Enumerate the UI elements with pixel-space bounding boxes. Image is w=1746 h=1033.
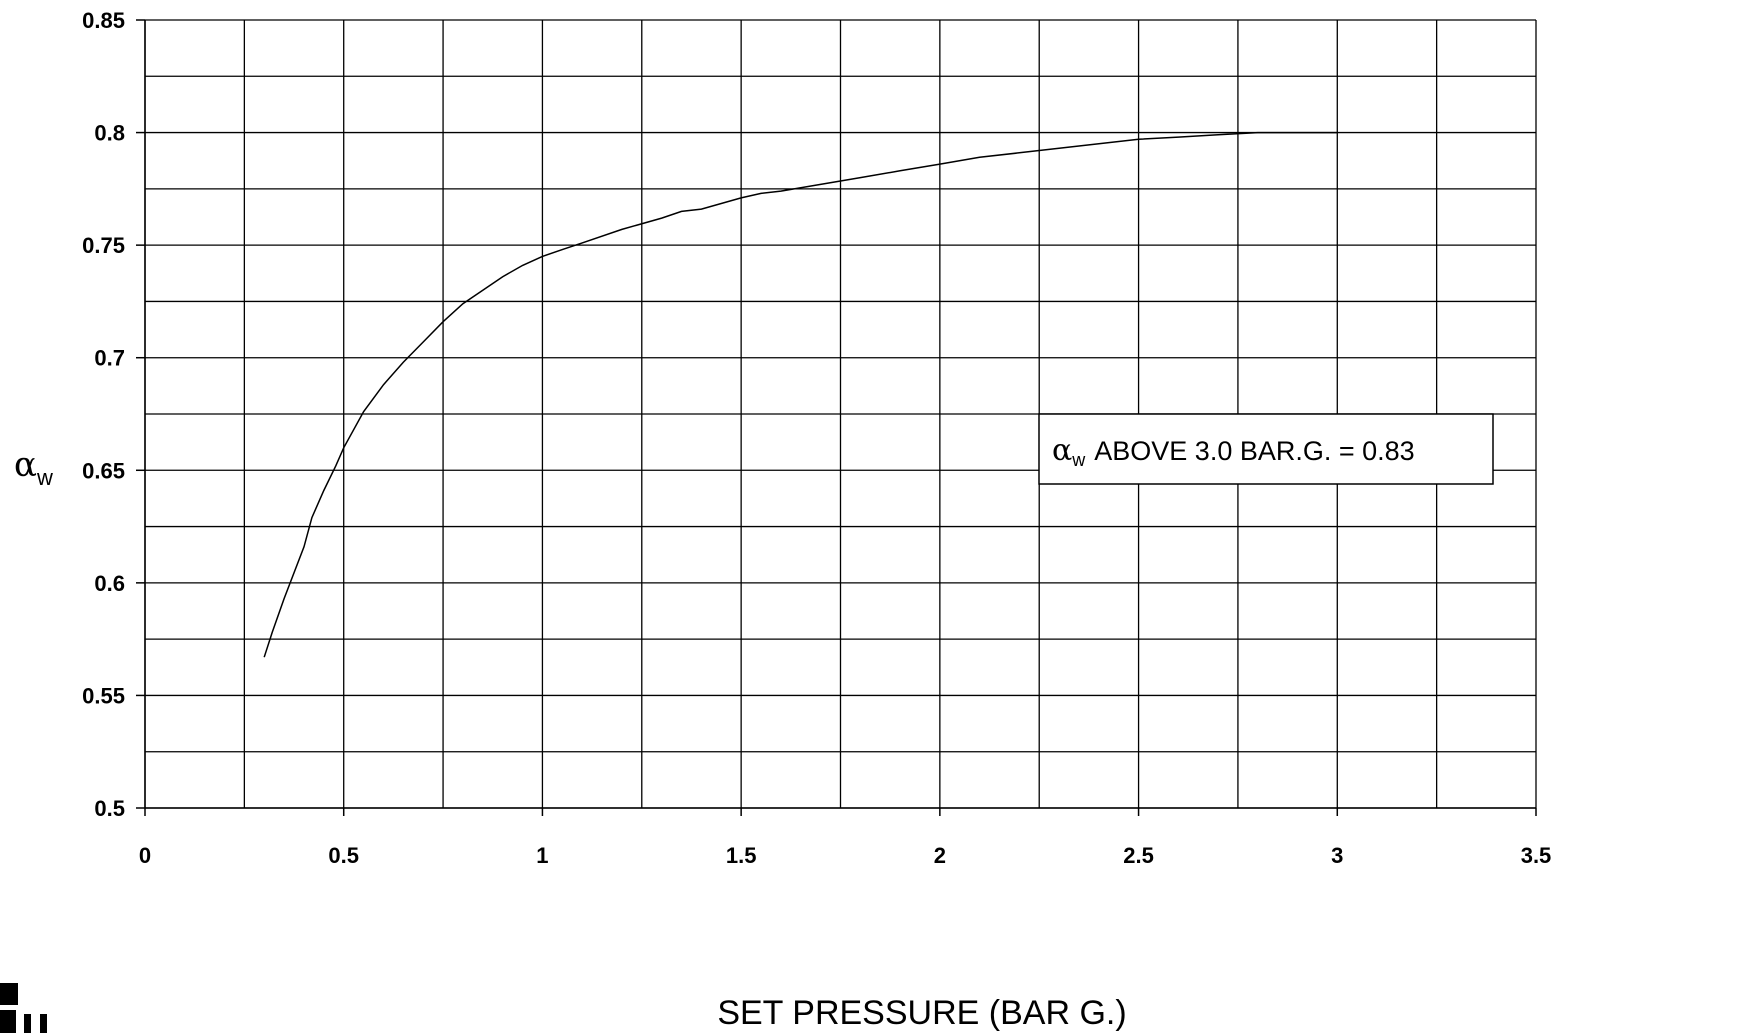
annotation-box: αw ABOVE 3.0 BAR.G. = 0.83 [1038, 413, 1494, 485]
axes [136, 19, 1537, 816]
x-tick-label: 1.5 [726, 843, 757, 868]
y-tick-label: 0.6 [94, 571, 125, 596]
corner-logo-block [0, 983, 18, 1005]
y-axis-title-subscript: w [36, 465, 53, 490]
y-tick-label: 0.8 [94, 121, 125, 146]
annotation-subscript: w [1071, 450, 1086, 470]
corner-logo [0, 983, 47, 1033]
corner-logo-bar [24, 1014, 31, 1033]
y-tick-label: 0.55 [82, 683, 125, 708]
y-tick-label: 0.85 [82, 8, 125, 33]
y-tick-label: 0.7 [94, 346, 125, 371]
corner-logo-bar [40, 1014, 47, 1033]
x-tick-label: 0.5 [328, 843, 359, 868]
series-group [263, 131, 1338, 658]
y-tick-label: 0.65 [82, 458, 125, 483]
series-line [263, 131, 1338, 658]
y-tick-label: 0.5 [94, 796, 125, 821]
annotation-symbol: α [1052, 433, 1072, 468]
x-axis-title: SET PRESSURE (BAR G.) [717, 994, 1126, 1032]
x-tick-label: 0 [139, 843, 151, 868]
annotation-text: αw ABOVE 3.0 BAR.G. = 0.83 [1052, 433, 1415, 470]
corner-logo-bar [0, 1010, 16, 1033]
y-tick-labels: 0.5 0.55 0.6 0.65 0.7 0.75 0.8 0.85 [82, 8, 125, 821]
y-axis-title: αw [14, 445, 53, 490]
x-tick-label: 1 [536, 843, 548, 868]
x-tick-label: 3 [1331, 843, 1343, 868]
x-tick-label: 2.5 [1123, 843, 1154, 868]
x-tick-labels: 0 0.5 1 1.5 2 2.5 3 3.5 [139, 843, 1551, 868]
annotation-box-frame [1038, 413, 1494, 485]
annotation-body: ABOVE 3.0 BAR.G. = 0.83 [1094, 436, 1414, 466]
y-tick-label: 0.75 [82, 233, 125, 258]
x-tick-label: 3.5 [1521, 843, 1552, 868]
y-axis-title-symbol: α [14, 445, 37, 485]
x-tick-label: 2 [934, 843, 946, 868]
